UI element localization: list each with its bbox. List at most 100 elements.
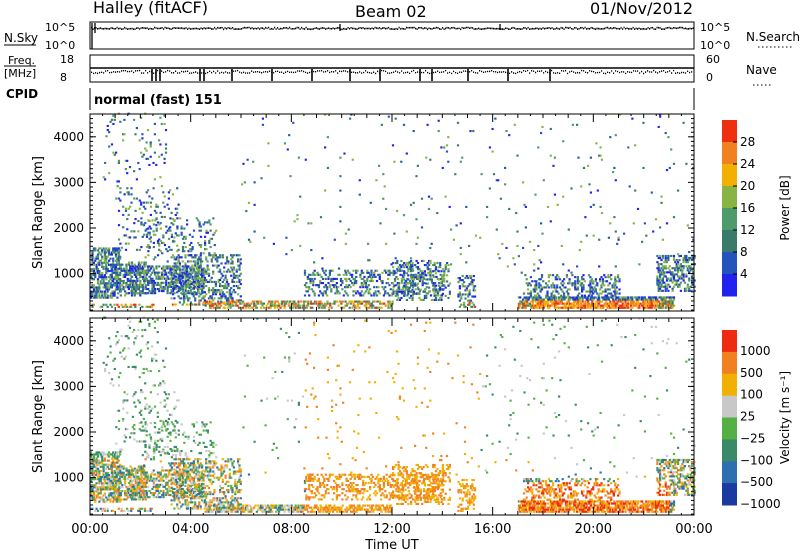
range-cell	[227, 262, 230, 265]
range-cell	[101, 257, 104, 260]
range-cell	[683, 289, 687, 292]
range-cell	[643, 302, 646, 305]
range-cell	[138, 248, 141, 251]
range-cell	[447, 268, 450, 271]
range-cell	[117, 488, 120, 491]
range-cell	[98, 486, 101, 489]
range-cell	[665, 300, 669, 303]
range-cell	[92, 496, 95, 499]
range-cell	[299, 244, 302, 247]
range-cell	[162, 265, 165, 268]
range-cell	[98, 474, 101, 477]
range-cell	[383, 302, 386, 305]
range-cell	[152, 241, 155, 244]
range-cell	[335, 290, 338, 293]
range-cell	[587, 290, 591, 293]
range-cell	[441, 284, 444, 287]
range-cell	[310, 277, 313, 280]
range-cell	[106, 255, 109, 258]
range-cell	[112, 265, 116, 268]
range-cell	[308, 294, 311, 297]
range-cell	[167, 285, 171, 288]
range-cell	[693, 263, 696, 266]
range-cell	[319, 300, 322, 303]
range-cell	[106, 288, 109, 291]
range-cell	[141, 290, 144, 293]
range-cell	[567, 298, 570, 301]
range-cell	[403, 292, 406, 295]
range-cell	[465, 275, 468, 278]
range-cell	[551, 298, 554, 301]
range-cell	[179, 483, 182, 486]
range-cell	[337, 273, 340, 276]
range-cell	[140, 471, 143, 474]
range-cell	[195, 292, 198, 295]
range-cell	[110, 463, 113, 466]
range-cell	[185, 265, 189, 268]
range-cell	[187, 292, 190, 295]
range-cell	[225, 297, 229, 300]
range-cell	[416, 164, 419, 167]
range-cell	[151, 285, 154, 288]
range-cell	[166, 492, 169, 495]
range-cell	[599, 278, 602, 281]
range-cell	[137, 485, 140, 488]
range-cell	[103, 249, 106, 252]
range-cell	[139, 275, 142, 278]
range-cell	[113, 251, 116, 254]
range-cell	[156, 281, 159, 284]
range-cell	[125, 292, 128, 295]
range-cell	[99, 465, 102, 468]
range-cell	[625, 306, 628, 309]
range-cell	[692, 254, 695, 257]
range-cell	[261, 123, 264, 126]
range-cell	[355, 282, 358, 285]
range-cell	[118, 467, 121, 470]
range-cell	[257, 302, 260, 305]
range-cell	[564, 304, 568, 307]
range-cell	[170, 248, 173, 251]
range-cell	[667, 271, 670, 274]
range-cell	[369, 275, 372, 278]
range-cell	[356, 302, 360, 305]
range-cell	[168, 229, 171, 232]
range-cell	[119, 469, 122, 472]
range-cell	[125, 265, 128, 268]
range-cell	[199, 279, 202, 282]
range-cell	[343, 152, 346, 155]
range-cell	[614, 304, 617, 307]
range-cell	[307, 300, 310, 303]
range-cell	[101, 282, 104, 285]
range-cell	[138, 492, 141, 495]
range-cell	[117, 455, 120, 458]
range-cell	[127, 213, 130, 216]
range-cell	[595, 306, 598, 309]
range-cell	[443, 272, 446, 275]
range-cell	[163, 161, 166, 164]
range-cell	[553, 296, 556, 299]
range-cell	[531, 302, 534, 305]
range-cell	[195, 266, 198, 269]
range-cell	[405, 230, 408, 233]
range-cell	[148, 246, 151, 249]
range-cell	[421, 270, 424, 273]
range-cell	[159, 222, 162, 225]
range-cell	[114, 277, 117, 280]
range-cell	[210, 258, 213, 261]
range-cell	[106, 474, 109, 477]
range-cell	[119, 467, 122, 470]
range-cell	[188, 292, 191, 295]
range-cell	[563, 304, 566, 307]
range-cell	[115, 473, 118, 476]
range-cell	[140, 267, 143, 270]
range-cell	[226, 306, 229, 309]
range-cell	[92, 455, 95, 458]
range-cell	[117, 471, 120, 474]
range-cell	[437, 270, 440, 273]
range-cell	[155, 163, 158, 166]
range-cell	[436, 212, 439, 215]
range-cell	[467, 303, 470, 306]
range-cell	[119, 463, 122, 466]
range-cell	[407, 290, 410, 293]
